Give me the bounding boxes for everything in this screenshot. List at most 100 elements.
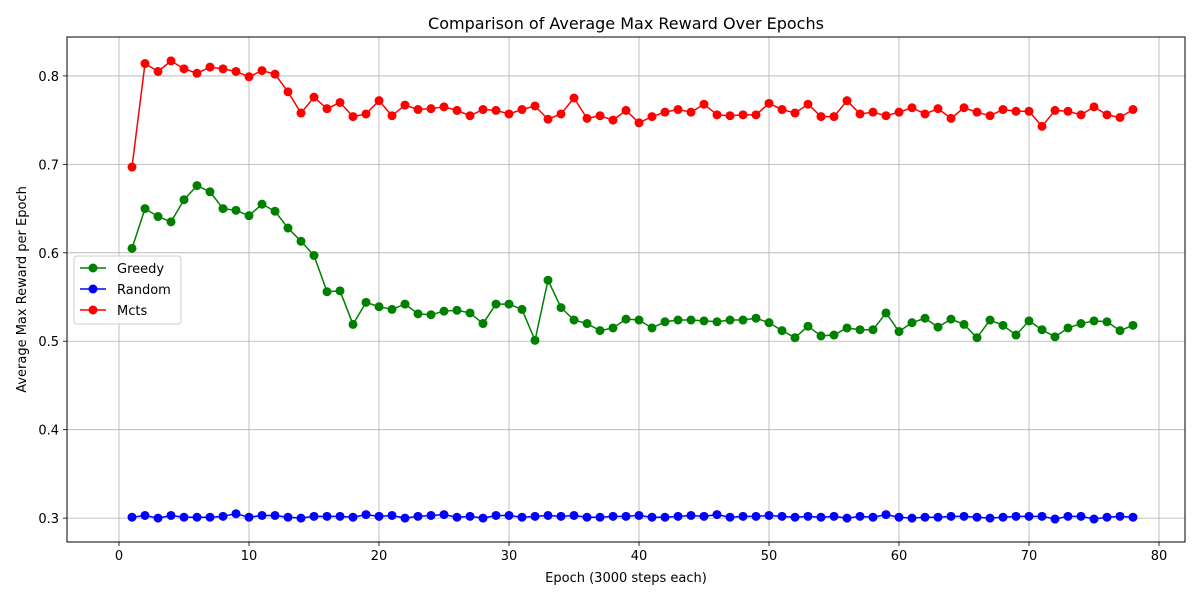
data-point-greedy <box>387 304 397 314</box>
data-point-mcts <box>673 105 683 115</box>
data-point-mcts <box>1115 112 1125 122</box>
data-point-greedy <box>803 321 813 331</box>
data-point-greedy <box>595 326 605 336</box>
data-point-mcts <box>660 107 670 117</box>
data-point-random <box>361 510 371 520</box>
data-point-greedy <box>959 319 969 329</box>
data-point-random <box>790 512 800 522</box>
data-point-greedy <box>1011 330 1021 340</box>
data-point-greedy <box>309 250 319 260</box>
data-point-mcts <box>1102 110 1112 120</box>
data-point-mcts <box>712 110 722 120</box>
data-point-random <box>283 512 293 522</box>
data-point-greedy <box>179 195 189 205</box>
data-point-greedy <box>1076 319 1086 329</box>
data-point-greedy <box>985 315 995 325</box>
data-point-mcts <box>621 105 631 115</box>
data-point-random <box>205 512 215 522</box>
data-point-greedy <box>920 313 930 323</box>
data-point-mcts <box>439 102 449 112</box>
data-point-random <box>1063 511 1073 521</box>
data-point-mcts <box>387 111 397 121</box>
x-tick-label: 40 <box>631 549 648 564</box>
y-tick-label: 0.7 <box>38 158 59 173</box>
data-point-mcts <box>465 111 475 121</box>
data-point-mcts <box>530 101 540 111</box>
data-point-random <box>491 510 501 520</box>
x-tick-label: 60 <box>891 549 908 564</box>
plot-frame <box>66 36 1186 543</box>
data-point-greedy <box>777 326 787 336</box>
data-point-greedy <box>127 243 137 253</box>
data-point-greedy <box>1115 326 1125 336</box>
data-point-greedy <box>569 315 579 325</box>
data-point-random <box>972 512 982 522</box>
legend: Greedy Random Mcts <box>73 255 182 325</box>
data-point-greedy <box>361 297 371 307</box>
data-point-random <box>959 511 969 521</box>
legend-marker-random <box>88 284 98 294</box>
data-point-mcts <box>985 111 995 121</box>
data-point-random <box>231 509 241 519</box>
series-random <box>127 509 1138 524</box>
data-point-greedy <box>348 319 358 329</box>
y-tick-label: 0.3 <box>38 512 59 527</box>
data-point-mcts <box>647 112 657 122</box>
legend-entry-greedy: Greedy <box>80 262 164 277</box>
series-greedy <box>127 181 1138 345</box>
data-point-random <box>738 511 748 521</box>
data-point-mcts <box>1050 105 1060 115</box>
data-point-greedy <box>504 299 514 309</box>
data-point-mcts <box>335 97 345 107</box>
data-point-mcts <box>920 109 930 119</box>
data-point-mcts <box>751 110 761 120</box>
x-tick-label: 20 <box>371 549 388 564</box>
data-point-mcts <box>517 105 527 115</box>
data-point-random <box>868 512 878 522</box>
data-point-mcts <box>816 112 826 122</box>
data-point-random <box>166 510 176 520</box>
data-point-greedy <box>218 204 228 214</box>
x-axis-label: Epoch (3000 steps each) <box>545 571 707 586</box>
data-point-mcts <box>790 108 800 118</box>
data-point-mcts <box>829 112 839 122</box>
data-point-mcts <box>426 104 436 114</box>
data-point-mcts <box>270 69 280 79</box>
data-point-mcts <box>322 104 332 114</box>
data-point-mcts <box>686 107 696 117</box>
data-point-mcts <box>205 62 215 72</box>
data-point-random <box>179 512 189 522</box>
data-point-greedy <box>842 323 852 333</box>
data-point-greedy <box>400 299 410 309</box>
data-point-greedy <box>322 287 332 297</box>
data-point-random <box>803 511 813 521</box>
data-point-mcts <box>452 105 462 115</box>
legend-entry-mcts: Mcts <box>80 304 147 319</box>
data-point-random <box>842 513 852 523</box>
data-point-mcts <box>582 113 592 123</box>
data-point-random <box>933 512 943 522</box>
data-point-mcts <box>257 66 267 76</box>
data-point-greedy <box>452 305 462 315</box>
data-point-mcts <box>725 111 735 121</box>
data-point-random <box>764 510 774 520</box>
data-point-random <box>543 510 553 520</box>
data-point-mcts <box>1063 106 1073 116</box>
data-point-greedy <box>153 212 163 222</box>
data-point-mcts <box>1037 121 1047 131</box>
data-point-greedy <box>686 315 696 325</box>
data-point-mcts <box>1128 105 1138 115</box>
data-point-greedy <box>764 318 774 328</box>
data-point-random <box>517 512 527 522</box>
data-point-random <box>1050 514 1060 524</box>
data-point-random <box>374 511 384 521</box>
x-tick-label: 30 <box>501 549 518 564</box>
x-tick-label: 70 <box>1021 549 1038 564</box>
data-point-mcts <box>491 105 501 115</box>
data-point-greedy <box>933 322 943 332</box>
y-tick-label: 0.4 <box>38 424 59 439</box>
data-point-greedy <box>894 327 904 337</box>
data-point-random <box>816 512 826 522</box>
